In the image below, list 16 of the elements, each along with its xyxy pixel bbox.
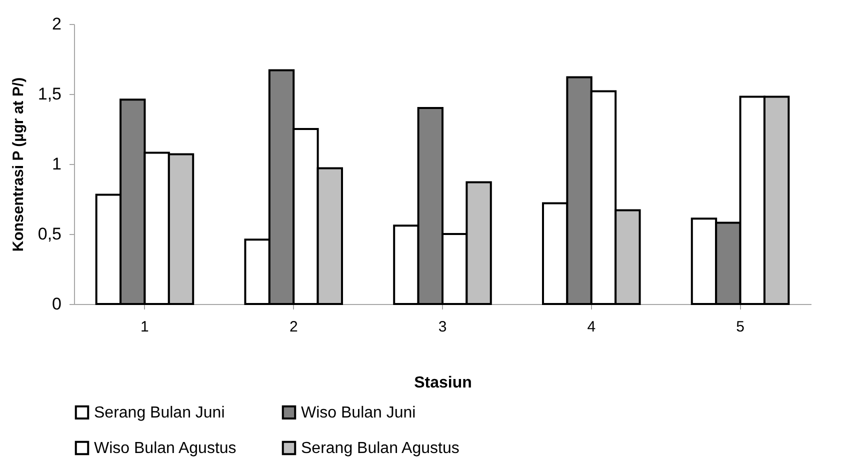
- legend-label: Serang Bulan Agustus: [301, 440, 460, 457]
- legend-label: Wiso Bulan Juni: [301, 404, 416, 422]
- x-tick-label: 4: [587, 318, 596, 336]
- y-tick-label: 1: [52, 154, 62, 174]
- y-tick-label: 0: [52, 294, 62, 314]
- x-tick-label: 3: [438, 318, 447, 336]
- legend-label: Wiso Bulan Agustus: [94, 440, 236, 457]
- x-axis-title: Stasiun: [414, 374, 472, 392]
- y-tick-label: 1,5: [38, 84, 62, 104]
- x-tick-label: 5: [736, 318, 744, 336]
- y-tick-label: 2: [52, 14, 62, 34]
- x-tick-label: 1: [140, 318, 149, 336]
- x-tick-label: 2: [289, 318, 298, 336]
- y-axis-title: Konsentrasi P (µgr at P/): [10, 77, 27, 252]
- y-tick-label: 0,5: [38, 224, 62, 244]
- legend-label: Serang Bulan Juni: [94, 404, 225, 422]
